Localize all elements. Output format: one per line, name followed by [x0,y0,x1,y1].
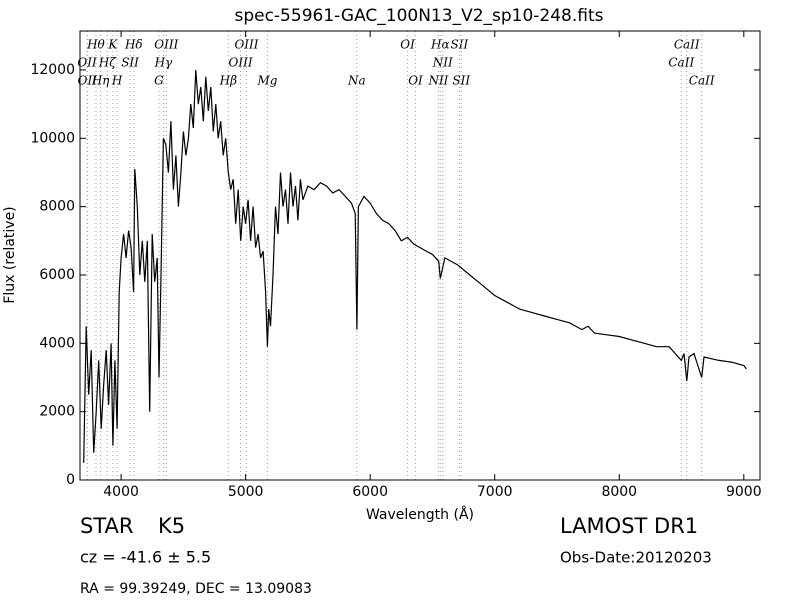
y-tick-label: 8000 [39,199,75,215]
spectral-line-label: G [154,74,164,88]
spectral-line-label: Hζ [98,56,117,70]
y-axis-label: Flux (relative) [2,206,18,303]
spectral-line-label: K [107,38,118,52]
object-class: STAR [80,514,133,538]
y-tick-label: 6000 [39,267,75,283]
y-tick-label: 4000 [39,335,75,351]
redshift: cz = -41.6 ± 5.5 [80,548,211,567]
spectral-line-label: Hθ [86,38,105,52]
x-tick-label: 9000 [726,484,762,500]
spectral-line-label: OIII [234,38,258,52]
spectral-line-label: Hη [91,74,110,88]
spectral-line-label: OII [78,74,98,88]
spectral-line-label: NII [427,74,448,88]
spectral-line-label: Hβ [219,74,237,88]
spectral-line-label: CaII [689,74,715,88]
x-tick-label: 4000 [103,484,139,500]
spectral-line-label: Hδ [124,38,143,52]
spectral-line-label: SII [452,74,470,88]
y-tick-label: 12000 [30,62,75,78]
spectral-line-label: Hα [430,38,450,52]
y-tick-label: 0 [66,472,75,488]
chart-title: spec-55961-GAC_100N13_V2_sp10-248.fits [234,6,603,26]
coordinates: RA = 99.39249, DEC = 13.09083 [80,581,312,597]
spectral-line-label: OII [77,56,97,70]
spectral-line-label: SII [121,56,139,70]
spectral-line-label: OIII [154,38,178,52]
spectral-line-label: H [111,74,123,88]
spectral-line-label: CaII [668,56,694,70]
x-tick-label: 5000 [228,484,264,500]
spectral-line-label: Na [347,74,366,88]
obs-date: Obs-Date:20120203 [560,549,712,567]
plot-frame [79,30,761,481]
x-tick-label: 7000 [477,484,513,500]
spectral-line-label: OI [400,38,415,52]
subclass: K5 [158,514,185,538]
spectral-line-label: SII [451,38,469,52]
x-tick-label: 8000 [601,484,637,500]
spectral-line-label: OIII [229,56,253,70]
survey: LAMOST DR1 [560,514,698,538]
y-tick-label: 2000 [39,404,75,420]
x-axis-label: Wavelength (Å) [366,506,474,523]
spectrum-line [83,69,747,463]
spectral-line-label: Mg [256,74,277,88]
spectral-line-label: OI [408,74,423,88]
spectral-line-label: Hγ [154,56,173,70]
spectral-line-label: CaII [674,38,700,52]
spectral-line-label: NII [432,56,453,70]
y-tick-label: 10000 [30,130,75,146]
x-tick-label: 6000 [352,484,388,500]
